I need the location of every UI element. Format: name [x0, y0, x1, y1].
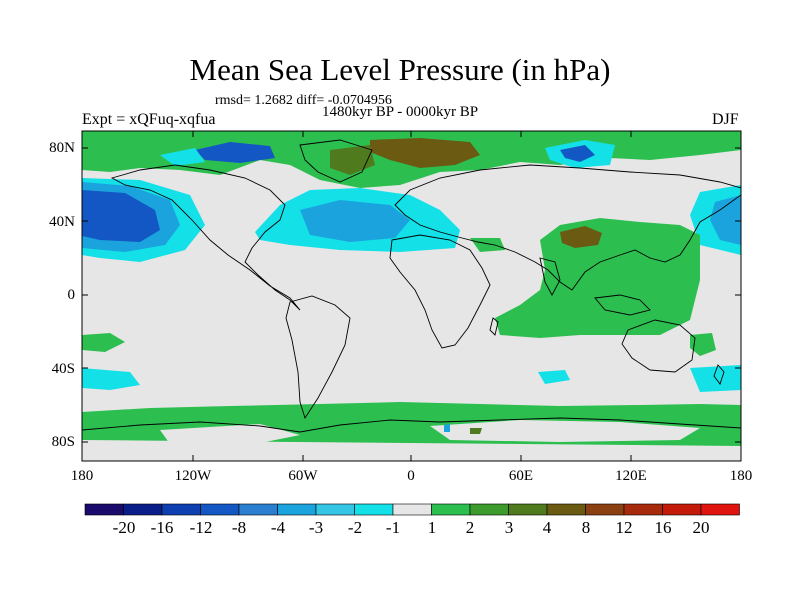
colorbar-label: 4 — [527, 518, 567, 538]
colorbar-swatch — [547, 504, 586, 515]
colorbar-swatch — [278, 504, 317, 515]
colorbar-label: -1 — [373, 518, 413, 538]
colorbar-label: 3 — [489, 518, 529, 538]
colorbar-label: -20 — [104, 518, 144, 538]
colorbar-label: 2 — [450, 518, 490, 538]
colorbar-swatch — [624, 504, 663, 515]
colorbar-swatch — [162, 504, 201, 515]
colorbar-swatch — [239, 504, 278, 515]
colorbar-swatch — [470, 504, 509, 515]
colorbar-label: -4 — [258, 518, 298, 538]
antarctic-negative-cell — [444, 424, 450, 432]
colorbar-swatch — [355, 504, 394, 515]
colorbar-swatch — [393, 504, 432, 515]
antarctic-positive-3 — [470, 428, 482, 434]
colorbar-label: -3 — [296, 518, 336, 538]
colorbar-swatch — [85, 504, 124, 515]
colorbar-label: -12 — [181, 518, 221, 538]
colorbar-swatch — [124, 504, 163, 515]
colorbar-swatch — [432, 504, 471, 515]
colorbar-swatch — [663, 504, 702, 515]
colorbar-swatch — [701, 504, 740, 515]
colorbar-label: 16 — [643, 518, 683, 538]
colorbar-label: -16 — [142, 518, 182, 538]
colorbar-label: 12 — [604, 518, 644, 538]
colorbar-label: 1 — [412, 518, 452, 538]
colorbar — [85, 504, 740, 515]
colorbar-label: 20 — [681, 518, 721, 538]
colorbar-swatch — [586, 504, 625, 515]
colorbar-swatch — [201, 504, 240, 515]
colorbar-label: 8 — [566, 518, 606, 538]
colorbar-swatch — [509, 504, 548, 515]
colorbar-label: -2 — [335, 518, 375, 538]
colorbar-label: -8 — [219, 518, 259, 538]
colorbar-swatch — [316, 504, 355, 515]
